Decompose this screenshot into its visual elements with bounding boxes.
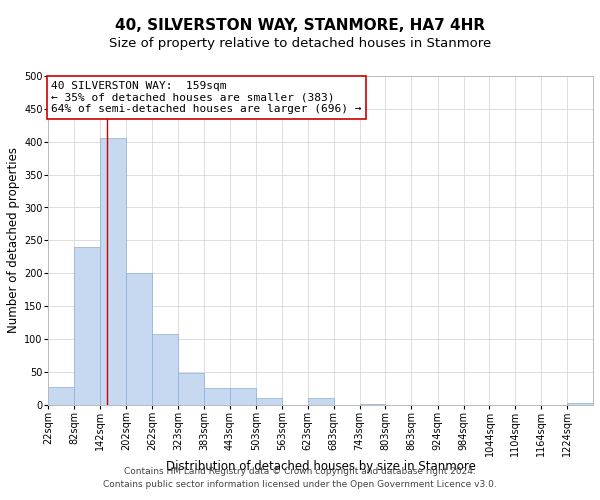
Bar <box>48 387 74 405</box>
Text: 40, SILVERSTON WAY, STANMORE, HA7 4HR: 40, SILVERSTON WAY, STANMORE, HA7 4HR <box>115 18 485 32</box>
Bar <box>152 334 178 405</box>
Text: 40 SILVERSTON WAY:  159sqm
← 35% of detached houses are smaller (383)
64% of sem: 40 SILVERSTON WAY: 159sqm ← 35% of detac… <box>51 81 362 114</box>
Bar <box>126 274 152 405</box>
X-axis label: Distribution of detached houses by size in Stanmore: Distribution of detached houses by size … <box>166 460 476 473</box>
Bar <box>230 388 256 405</box>
Bar <box>256 398 282 405</box>
Bar <box>359 404 385 405</box>
Y-axis label: Number of detached properties: Number of detached properties <box>7 148 20 334</box>
Bar <box>100 138 126 405</box>
Bar <box>74 247 100 405</box>
Text: Size of property relative to detached houses in Stanmore: Size of property relative to detached ho… <box>109 38 491 51</box>
Bar <box>204 388 230 405</box>
Bar <box>567 403 593 405</box>
Bar <box>308 398 334 405</box>
Bar <box>178 374 204 405</box>
Text: Contains HM Land Registry data © Crown copyright and database right 2024.
Contai: Contains HM Land Registry data © Crown c… <box>103 468 497 489</box>
